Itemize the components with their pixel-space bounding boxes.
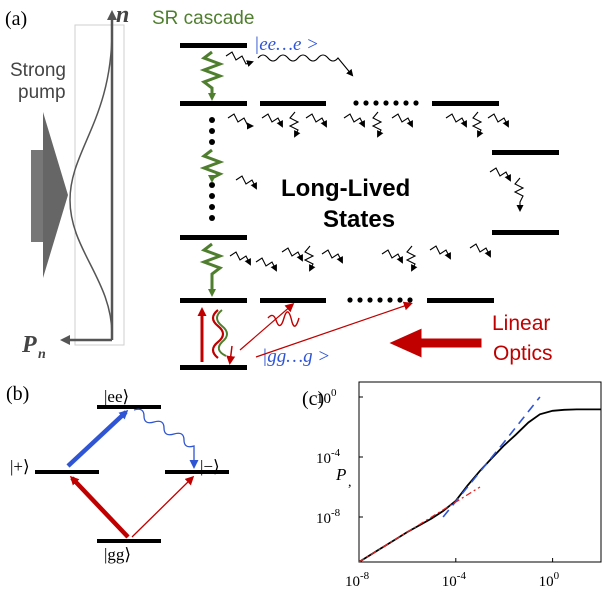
distribution-curve bbox=[69, 29, 113, 336]
red-arrows bbox=[197, 301, 413, 365]
linear-optics-label-2: Optics bbox=[493, 342, 553, 365]
y-tick-label: 10-4 bbox=[316, 447, 341, 467]
n-axis-label: n bbox=[116, 2, 129, 28]
gg-to-minus-arrow bbox=[131, 475, 195, 538]
pn-axis-label: P bbox=[21, 332, 37, 358]
x-tick-label: 100 bbox=[539, 570, 560, 590]
series-line-dashdot-red bbox=[358, 486, 481, 563]
ee-to-minus-decay bbox=[133, 408, 199, 469]
level bbox=[427, 298, 494, 303]
panel-a: (a) Strong pump n P n SR cascade |ee…e >… bbox=[5, 2, 559, 370]
chart-lines bbox=[358, 396, 601, 563]
pn-axis-subscript: n bbox=[38, 347, 46, 362]
y-axis-label: P bbox=[335, 465, 346, 484]
strong-pump-label-2: pump bbox=[18, 82, 66, 103]
level-top bbox=[180, 43, 247, 48]
x-tick-label: 10-8 bbox=[345, 570, 370, 590]
panel-c-label: (c) bbox=[302, 388, 324, 410]
level-minus bbox=[165, 470, 229, 474]
level-gg bbox=[97, 539, 161, 543]
sr-cascade-label: SR cascade bbox=[152, 8, 254, 29]
level bbox=[492, 150, 559, 155]
level bbox=[180, 298, 247, 303]
plot-frame bbox=[358, 381, 602, 563]
linear-optics-arrow bbox=[389, 328, 482, 358]
level bbox=[432, 101, 499, 106]
sr-cascade-arrows bbox=[199, 50, 225, 297]
gg-state-label: |gg⟩ bbox=[104, 545, 131, 564]
pump-beam bbox=[31, 112, 68, 278]
ee-state-label: |ee⟩ bbox=[104, 387, 129, 406]
plus-state-label: |+⟩ bbox=[10, 457, 30, 476]
top-state-label: |ee…e > bbox=[254, 34, 319, 55]
series-line-dashed-blue bbox=[442, 396, 541, 518]
panel-a-label: (a) bbox=[5, 8, 27, 30]
level-ground bbox=[180, 365, 247, 370]
level bbox=[260, 298, 326, 303]
long-lived-label-2: States bbox=[323, 206, 395, 233]
distribution-frame bbox=[74, 24, 125, 346]
x-tick-label: 10-4 bbox=[442, 570, 467, 590]
level-ee bbox=[97, 405, 161, 409]
plus-to-ee-arrow bbox=[66, 409, 129, 468]
decay-arrows bbox=[225, 51, 525, 272]
long-lived-label-1: Long-Lived bbox=[281, 175, 410, 202]
level bbox=[180, 235, 247, 240]
level bbox=[180, 101, 247, 106]
y-tick-label: 10-8 bbox=[316, 507, 341, 527]
gg-to-plus-arrow bbox=[69, 475, 130, 539]
level bbox=[492, 230, 559, 235]
linear-optics-label-1: Linear bbox=[492, 312, 550, 335]
panel-b: (b) |ee⟩ |+⟩ |−⟩ |gg⟩ bbox=[6, 383, 229, 564]
ellipsis-dots bbox=[209, 100, 419, 303]
bottom-state-label: |gg…g > bbox=[262, 346, 330, 367]
level bbox=[260, 101, 326, 106]
panel-b-label: (b) bbox=[6, 383, 29, 405]
y-axis-label-sub: , bbox=[348, 475, 352, 490]
energy-levels bbox=[180, 43, 559, 370]
level-plus bbox=[35, 470, 99, 474]
strong-pump-label-1: Strong bbox=[10, 60, 66, 81]
